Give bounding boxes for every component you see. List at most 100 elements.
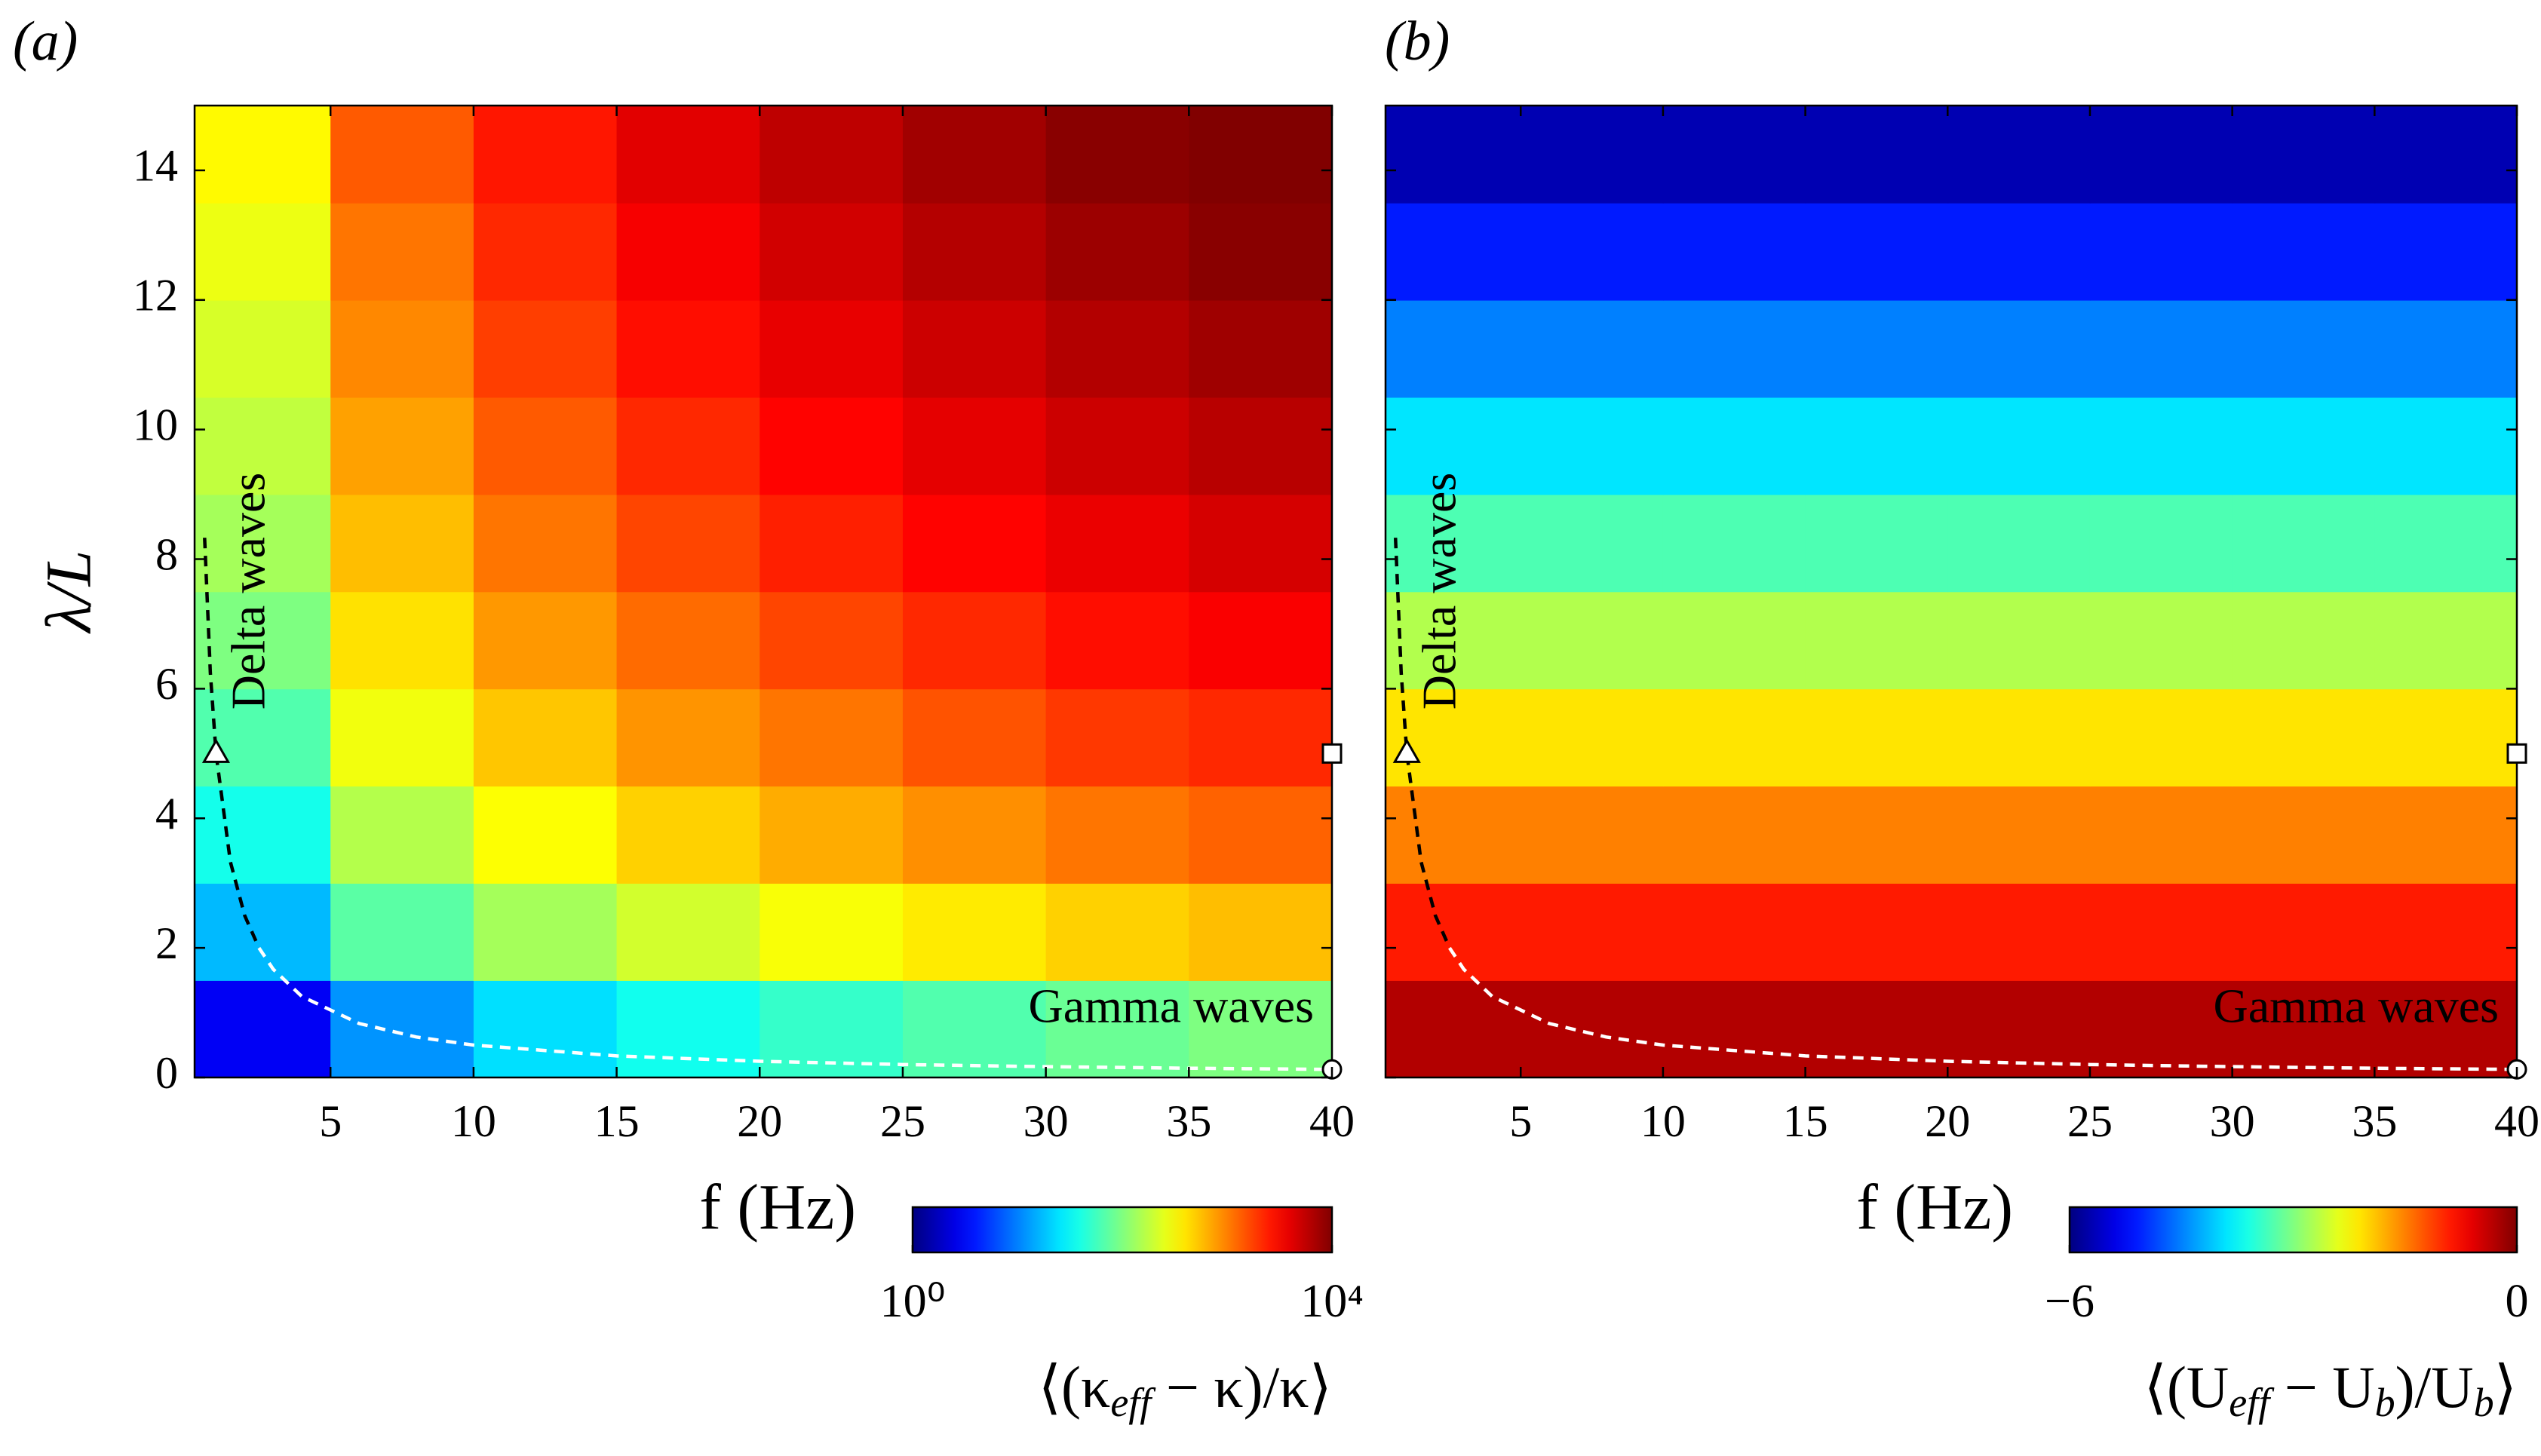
heatmap-cell xyxy=(330,494,474,593)
heatmap-cell xyxy=(1386,202,1522,301)
colorbar-label-part: ⟩ xyxy=(2494,1354,2517,1420)
panel-label-text: (a) xyxy=(13,11,78,72)
heatmap-cell xyxy=(1045,688,1190,787)
heatmap-cell xyxy=(1521,299,1664,398)
heatmap-cell xyxy=(473,397,618,495)
heatmap-cell xyxy=(2089,883,2233,981)
colorbar-label: ⟨(κeff − κ)/κ⟩ xyxy=(1039,1354,1332,1425)
x-tick-label: 25 xyxy=(880,1096,925,1146)
heatmap-cell xyxy=(2232,786,2376,884)
heatmap-cell xyxy=(195,397,332,495)
heatmap-cell xyxy=(1386,106,1522,204)
heatmap-cell xyxy=(902,883,1047,981)
heatmap-cell xyxy=(195,591,332,690)
heatmap-cell xyxy=(1045,591,1190,690)
heatmap-cell xyxy=(1521,397,1664,495)
heatmap-cell xyxy=(760,591,904,690)
heatmap-cell xyxy=(330,299,474,398)
curve xyxy=(1393,538,1451,949)
y-tick-label: 10 xyxy=(133,400,178,449)
plot-frame xyxy=(193,104,1333,1079)
x-tick-label: 5 xyxy=(1509,1096,1532,1146)
heatmap-cell xyxy=(2089,106,2233,204)
heatmap-cell xyxy=(760,494,904,593)
annotation: Delta waves xyxy=(222,473,275,710)
colorbar-tick-label: 0 xyxy=(2506,1276,2529,1327)
heatmap-cell xyxy=(1662,106,1806,204)
panel-label: (a) xyxy=(13,11,78,72)
heatmap-cell xyxy=(2374,688,2517,787)
x-tick-label: 20 xyxy=(737,1096,782,1146)
heatmap-cell xyxy=(195,786,332,884)
heatmap-cell xyxy=(1805,299,1949,398)
heatmap-cell xyxy=(1662,494,1806,593)
heatmap-cell xyxy=(2089,591,2233,690)
y-tick-label: 2 xyxy=(155,918,178,968)
heatmap-cell xyxy=(1947,688,2091,787)
x-tick-label: 10 xyxy=(451,1096,496,1146)
heatmap-cell xyxy=(2232,980,2376,1077)
heatmap-cell xyxy=(1521,883,1664,981)
heatmap-cell xyxy=(1947,494,2091,593)
panel-label: (b) xyxy=(1385,11,1450,72)
colorbar-label-part: ⟨(κ xyxy=(1039,1354,1111,1420)
heatmap-cell xyxy=(1189,688,1332,787)
heatmap-cell xyxy=(1045,202,1190,301)
heatmap-cell xyxy=(616,786,761,884)
heatmap-cell xyxy=(1947,299,2091,398)
marker-square xyxy=(1321,743,1343,764)
heatmap-cell xyxy=(2089,397,2233,495)
curve xyxy=(257,946,1332,1071)
heatmap-cell xyxy=(1386,980,1522,1077)
heatmap-cell xyxy=(1045,397,1190,495)
heatmap-cell xyxy=(2089,299,2233,398)
heatmap-cell xyxy=(902,688,1047,787)
heatmap-cell xyxy=(2089,786,2233,884)
heatmap-cell xyxy=(2089,494,2233,593)
heatmap-cell xyxy=(473,106,618,204)
heatmap-cell xyxy=(1947,591,2091,690)
heatmap-cell xyxy=(195,980,332,1077)
heatmap-cell xyxy=(760,786,904,884)
heatmap-cell xyxy=(1662,299,1806,398)
colorbar-tick-label: 10⁰ xyxy=(880,1276,946,1327)
heatmap-cell xyxy=(2374,883,2517,981)
colorbar-label-part: b xyxy=(2375,1380,2395,1425)
heatmap-cell xyxy=(2232,883,2376,981)
heatmap-cell xyxy=(1386,883,1522,981)
heatmap-cell xyxy=(760,397,904,495)
colorbar-tick-label: 10⁴ xyxy=(1300,1276,1364,1327)
colorbar-label-part: ⟨(U xyxy=(2144,1354,2230,1420)
panel-label-text: (b) xyxy=(1385,11,1450,72)
heatmap-cell xyxy=(2232,591,2376,690)
heatmap-cell xyxy=(760,202,904,301)
heatmap-cell xyxy=(1947,202,2091,301)
heatmap-cell xyxy=(902,397,1047,495)
heatmap-cell xyxy=(2374,106,2517,204)
annotation: Delta waves xyxy=(1413,473,1466,710)
heatmap-cell xyxy=(1805,980,1949,1077)
heatmap-cell xyxy=(330,980,474,1077)
heatmap-cell xyxy=(1805,202,1949,301)
heatmap-cell xyxy=(616,202,761,301)
heatmap-cell xyxy=(616,883,761,981)
heatmap-cell xyxy=(1189,883,1332,981)
colorbar-label: ⟨(Ueff − Ub)/Ub⟩ xyxy=(2144,1354,2517,1425)
heatmap-cell xyxy=(1805,591,1949,690)
heatmap-cell xyxy=(2374,591,2517,690)
x-tick-label: 5 xyxy=(319,1096,342,1146)
y-tick-label: 12 xyxy=(133,271,178,320)
heatmap-cell xyxy=(1805,688,1949,787)
heatmap-cell xyxy=(2232,106,2376,204)
y-axis-label: λ/L xyxy=(32,550,105,635)
heatmap-cell xyxy=(1521,202,1664,301)
x-axis-label: f (Hz) xyxy=(1856,1171,2013,1243)
heatmap-cell xyxy=(473,299,618,398)
heatmap-cell xyxy=(1805,883,1949,981)
heatmap-cell xyxy=(473,591,618,690)
x-tick-label: 30 xyxy=(1023,1096,1069,1146)
heatmap-cell xyxy=(902,786,1047,884)
colorbar-label-part: − κ)/κ⟩ xyxy=(1151,1354,1332,1420)
x-tick-label: 35 xyxy=(2352,1096,2397,1146)
x-tick-label: 10 xyxy=(1640,1096,1686,1146)
